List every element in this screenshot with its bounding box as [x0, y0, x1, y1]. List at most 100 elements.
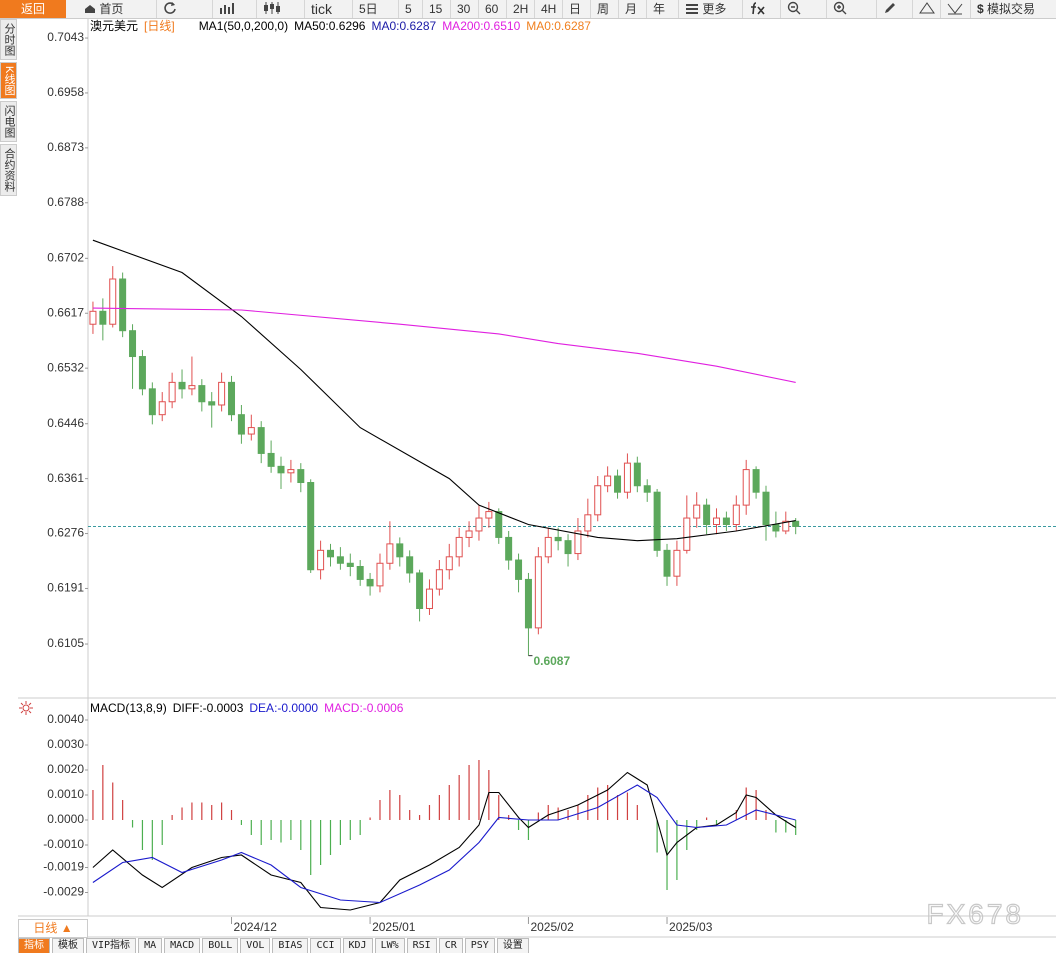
indicator-tab[interactable]: MA: [138, 938, 163, 953]
period-button[interactable]: 30: [450, 0, 470, 18]
candle-body: [742, 469, 750, 506]
y-tick-label: 0.6958: [47, 85, 84, 99]
indicator-line: [92, 771, 796, 911]
chart-title: MACD(13,8,9): [90, 701, 167, 715]
candle-body: [336, 556, 344, 564]
chart-type-button[interactable]: [212, 0, 259, 18]
down-button[interactable]: [940, 0, 969, 18]
period-button[interactable]: 周: [590, 0, 609, 18]
zoom-in-button[interactable]: [826, 0, 871, 18]
candle-body: [693, 504, 701, 519]
candle-body: [445, 556, 453, 571]
refresh-button[interactable]: [156, 0, 203, 18]
refresh-icon: [164, 2, 176, 14]
candle-body: [762, 491, 770, 526]
indicator-tab[interactable]: BOLL: [202, 938, 239, 953]
candle-body: [138, 356, 146, 390]
legend-entry: DEA:-0.0000: [249, 701, 318, 715]
period-button[interactable]: 2H: [506, 0, 528, 18]
y-tick-label: 0.0000: [47, 812, 84, 826]
candle-body: [198, 385, 206, 403]
period-button[interactable]: tick: [304, 0, 332, 18]
y-tick-label: -0.0010: [43, 837, 84, 851]
y-tick-label: 0.6788: [47, 195, 84, 209]
candle-body: [435, 569, 443, 590]
triangle-icon: [919, 2, 935, 14]
back-button[interactable]: 返回: [0, 0, 66, 18]
candle-body: [317, 549, 325, 571]
sidebar-tab[interactable]: 合约资料: [0, 144, 17, 197]
menu-icon: [686, 4, 698, 14]
candle-body: [782, 520, 790, 532]
candle-body: [208, 401, 216, 406]
triangle-icon: [947, 3, 963, 15]
candle-body: [653, 491, 661, 551]
candle-body: [425, 588, 433, 609]
candle-body: [604, 475, 612, 487]
candle-body: [584, 514, 592, 532]
indicator-tab[interactable]: VOL: [240, 938, 271, 953]
indicator-tab[interactable]: CCI: [310, 938, 341, 953]
candle-body: [396, 543, 404, 558]
period-button[interactable]: 5: [398, 0, 412, 18]
sidebar-tab[interactable]: 闪电图: [0, 101, 17, 143]
up-button[interactable]: [912, 0, 941, 18]
y-tick-label: 0.7043: [47, 30, 84, 44]
y-tick-label: 0.0040: [47, 712, 84, 726]
indicator-line: [92, 239, 796, 542]
indicator-tab[interactable]: MACD: [164, 938, 201, 953]
candle-body: [465, 530, 473, 538]
indicator-tab[interactable]: RSI: [406, 938, 437, 953]
candle-body: [505, 536, 513, 561]
draw-button[interactable]: [876, 0, 913, 18]
period-button[interactable]: 15: [422, 0, 442, 18]
candle-body: [247, 427, 255, 435]
zoom-out-button[interactable]: [780, 0, 825, 18]
candle-body: [623, 462, 631, 493]
indicator-label: MA1(50,0,200,0): [199, 19, 288, 33]
indicator-tab[interactable]: CR: [438, 938, 463, 953]
period-button[interactable]: 60: [478, 0, 498, 18]
legend-entry: DIFF:-0.0003: [173, 701, 244, 715]
indicator-tab[interactable]: KDJ: [342, 938, 373, 953]
candle-body: [148, 388, 156, 416]
candle-body: [406, 556, 414, 574]
candle-body: [663, 549, 671, 577]
more-button[interactable]: 更多: [678, 0, 726, 18]
indicator-tab[interactable]: PSY: [464, 938, 495, 953]
period-button[interactable]: 日: [562, 0, 581, 18]
indicator-line: [92, 307, 796, 383]
toolbar-label: 首页: [99, 2, 124, 16]
candle-body: [673, 549, 681, 577]
period-button[interactable]: 月: [618, 0, 637, 18]
period-button[interactable]: 5日: [352, 0, 378, 18]
low-annotation: 0.6087: [533, 654, 570, 668]
indicator-tab[interactable]: 模板: [52, 938, 84, 953]
candle-button[interactable]: [256, 0, 303, 18]
indicator-tab[interactable]: BIAS: [272, 938, 309, 953]
sidebar-tab[interactable]: 分时图: [0, 19, 17, 60]
candle-body: [129, 330, 137, 358]
y-tick-label: 0.6105: [47, 636, 84, 650]
candle-body: [485, 511, 493, 519]
candle-body: [544, 536, 552, 558]
legend-entry: MACD:-0.0006: [324, 701, 404, 715]
chart-title: 澳元美元: [90, 19, 138, 33]
candle-body: [524, 578, 532, 629]
indicator-tab[interactable]: VIP指标: [86, 938, 137, 953]
y-tick-label: 0.0030: [47, 737, 84, 751]
period-button[interactable]: 年: [646, 0, 665, 18]
indicator-tab[interactable]: 指标: [18, 938, 50, 953]
fx-icon: [751, 2, 765, 15]
candle-body: [722, 517, 730, 526]
formula-button[interactable]: [742, 0, 779, 18]
trade-button[interactable]: $ 模拟交易: [970, 0, 1035, 18]
indicator-tab[interactable]: 设置: [496, 938, 529, 953]
sidebar-tab[interactable]: K线图: [0, 62, 17, 100]
candle-body: [228, 381, 236, 416]
period-selector[interactable]: 日线 ▲: [18, 919, 88, 938]
indicator-tab[interactable]: LW%: [374, 938, 405, 953]
period-button[interactable]: 4H: [534, 0, 556, 18]
home-button[interactable]: 首页: [84, 0, 123, 18]
